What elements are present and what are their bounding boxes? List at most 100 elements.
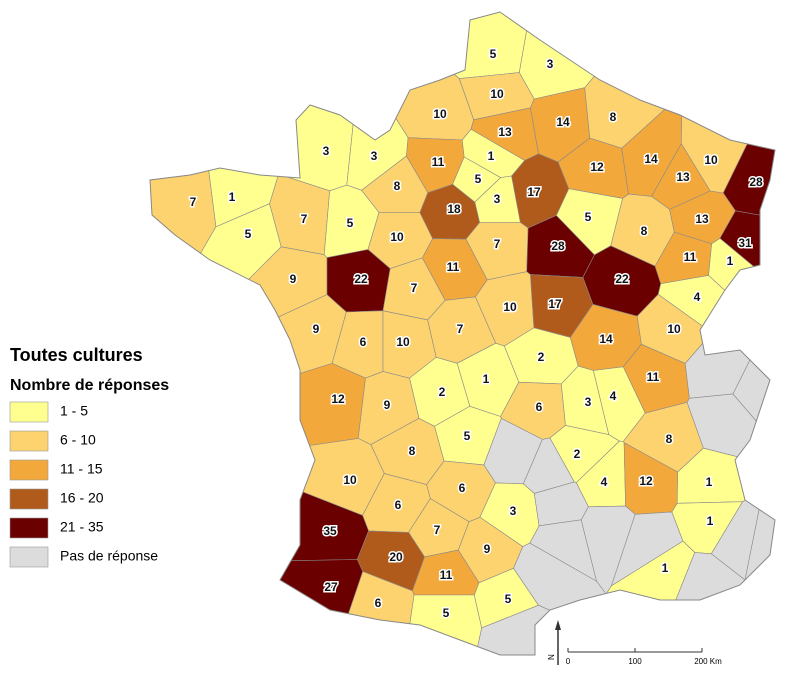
department-value: 10 bbox=[390, 230, 404, 244]
legend-swatch bbox=[10, 402, 48, 422]
legend-swatch bbox=[10, 518, 48, 538]
department-value: 11 bbox=[432, 155, 445, 169]
department bbox=[370, 0, 532, 79]
department-value: 1 bbox=[707, 514, 714, 528]
department-value: 13 bbox=[498, 125, 512, 139]
department-value: 22 bbox=[615, 272, 629, 286]
department-value: 9 bbox=[484, 542, 491, 556]
department-value: 20 bbox=[389, 550, 403, 564]
department-value: 11 bbox=[647, 370, 660, 384]
department-value: 7 bbox=[434, 523, 441, 537]
department-value: 14 bbox=[556, 115, 570, 129]
department-value: 6 bbox=[375, 596, 382, 610]
legend-label: 21 - 35 bbox=[60, 519, 104, 535]
department-value: 8 bbox=[610, 110, 617, 124]
department-value: 9 bbox=[290, 272, 297, 286]
department-value: 5 bbox=[245, 227, 252, 241]
department-value: 14 bbox=[599, 332, 613, 346]
department-value: 7 bbox=[457, 322, 464, 336]
department-value: 10 bbox=[490, 87, 504, 101]
legend-label: Pas de réponse bbox=[60, 548, 158, 564]
department-no-response bbox=[745, 466, 800, 662]
legend-swatch bbox=[10, 547, 48, 567]
department bbox=[401, 595, 481, 681]
legend-label: 6 - 10 bbox=[60, 432, 96, 448]
department-value: 6 bbox=[395, 498, 402, 512]
department-value: 7 bbox=[411, 281, 418, 295]
department-value: 2 bbox=[538, 350, 545, 364]
department-value: 10 bbox=[704, 153, 718, 167]
department-value: 13 bbox=[676, 170, 690, 184]
scale-bar: 0 100 200 Km bbox=[566, 648, 722, 666]
department-value: 5 bbox=[505, 592, 512, 606]
department-value: 1 bbox=[706, 475, 713, 489]
department-value: 1 bbox=[488, 149, 495, 163]
department-value: 17 bbox=[527, 185, 541, 199]
department-value: 8 bbox=[409, 444, 416, 458]
legend-swatch bbox=[10, 489, 48, 509]
legend: 1 - 5 6 - 10 11 - 15 16 - 20 21 - 35 Pas de r… bbox=[10, 402, 158, 567]
department-value: 5 bbox=[443, 606, 450, 620]
legend-title: Toutes cultures bbox=[10, 345, 143, 365]
department-value: 6 bbox=[536, 400, 543, 414]
department-value: 9 bbox=[313, 322, 320, 336]
department-value: 10 bbox=[433, 107, 447, 121]
department-value: 1 bbox=[662, 561, 669, 575]
department bbox=[130, 0, 216, 375]
department-value: 12 bbox=[590, 160, 604, 174]
department-value: 5 bbox=[464, 429, 471, 443]
department-value: 5 bbox=[585, 210, 592, 224]
department-value: 4 bbox=[610, 389, 617, 403]
department-value: 11 bbox=[440, 568, 453, 582]
department-value: 6 bbox=[459, 481, 466, 495]
department-value: 1 bbox=[483, 372, 490, 386]
scale-label: 100 bbox=[628, 657, 642, 666]
department-value: 35 bbox=[323, 524, 337, 538]
north-arrow: N bbox=[547, 620, 561, 665]
north-arrow-head bbox=[555, 620, 561, 630]
department-value: 10 bbox=[396, 335, 410, 349]
department-value: 17 bbox=[548, 297, 562, 311]
legend-label: 1 - 5 bbox=[60, 403, 88, 419]
department-value: 5 bbox=[347, 216, 354, 230]
department bbox=[340, 0, 474, 140]
department-value: 10 bbox=[503, 300, 517, 314]
department bbox=[193, 0, 359, 191]
department-value: 8 bbox=[666, 432, 673, 446]
department-value: 18 bbox=[447, 202, 461, 216]
departments bbox=[130, 0, 800, 681]
department-value: 1 bbox=[229, 190, 236, 204]
department bbox=[723, 36, 800, 222]
department-value: 3 bbox=[371, 149, 378, 163]
department-value: 11 bbox=[447, 260, 460, 274]
department-value: 27 bbox=[324, 580, 338, 594]
department-value: 14 bbox=[644, 152, 658, 166]
department-value: 10 bbox=[343, 473, 357, 487]
department bbox=[130, 560, 363, 682]
department-value: 10 bbox=[667, 322, 681, 336]
north-label: N bbox=[547, 654, 556, 660]
legend-swatch bbox=[10, 431, 48, 451]
department-value: 5 bbox=[475, 172, 482, 186]
department-value: 9 bbox=[384, 398, 391, 412]
department-value: 5 bbox=[490, 47, 497, 61]
department-value: 11 bbox=[684, 250, 697, 264]
department-value: 2 bbox=[574, 447, 581, 461]
department-value: 12 bbox=[331, 392, 345, 406]
legend-label: 16 - 20 bbox=[60, 490, 104, 506]
scale-label: 0 bbox=[566, 657, 571, 666]
department-value: 28 bbox=[749, 175, 763, 189]
department-value: 8 bbox=[394, 179, 401, 193]
department-value: 1 bbox=[727, 254, 734, 268]
department-value: 3 bbox=[585, 395, 592, 409]
department-value: 7 bbox=[301, 212, 308, 226]
department-value: 3 bbox=[323, 144, 330, 158]
department-value: 3 bbox=[494, 192, 501, 206]
department-value: 4 bbox=[694, 290, 701, 304]
department-value: 7 bbox=[494, 237, 501, 251]
department-value: 8 bbox=[641, 224, 648, 238]
department-value: 31 bbox=[738, 236, 752, 250]
legend-label: 11 - 15 bbox=[60, 461, 103, 477]
